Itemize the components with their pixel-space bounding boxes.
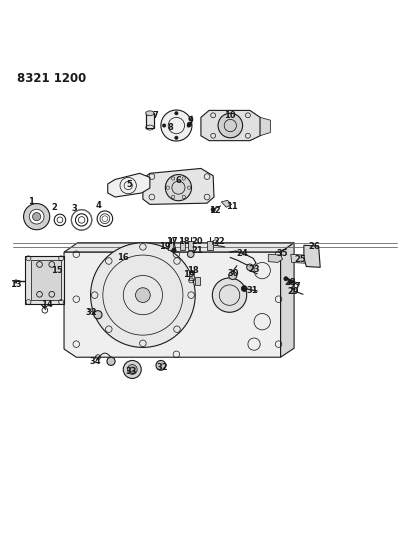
Text: 20: 20 (191, 238, 203, 246)
Text: 10: 10 (223, 111, 235, 120)
Text: 17: 17 (166, 237, 178, 246)
Text: 6: 6 (175, 176, 181, 185)
Text: 1: 1 (28, 197, 34, 206)
Text: 26: 26 (308, 243, 319, 252)
Polygon shape (200, 110, 260, 141)
Polygon shape (290, 254, 304, 263)
Circle shape (171, 248, 175, 252)
Circle shape (32, 213, 40, 221)
Circle shape (155, 360, 165, 370)
Text: 25: 25 (293, 255, 305, 264)
Polygon shape (280, 243, 293, 357)
Polygon shape (267, 254, 282, 262)
Text: 24: 24 (236, 249, 248, 258)
Text: 5: 5 (126, 180, 132, 189)
Circle shape (174, 136, 178, 140)
Circle shape (187, 124, 190, 127)
Text: 4: 4 (96, 201, 101, 209)
Text: 19: 19 (182, 270, 194, 279)
Circle shape (228, 271, 236, 280)
Text: 23: 23 (247, 265, 259, 274)
Text: 32: 32 (156, 364, 168, 373)
Polygon shape (145, 114, 153, 127)
Polygon shape (221, 200, 231, 207)
Text: 28: 28 (283, 278, 295, 287)
Polygon shape (25, 256, 64, 304)
Text: 13: 13 (10, 280, 22, 289)
Text: 34: 34 (90, 357, 101, 366)
Circle shape (174, 111, 178, 115)
Circle shape (165, 175, 191, 201)
Circle shape (241, 286, 247, 292)
Circle shape (90, 243, 195, 348)
Circle shape (218, 114, 242, 138)
Circle shape (29, 209, 44, 224)
Text: 31: 31 (245, 286, 257, 295)
Polygon shape (143, 168, 213, 204)
Text: 11: 11 (225, 201, 237, 211)
Polygon shape (303, 245, 319, 268)
Circle shape (107, 357, 115, 366)
Text: 33: 33 (126, 367, 137, 376)
Circle shape (287, 280, 291, 284)
Text: 12: 12 (209, 206, 220, 215)
Text: 14: 14 (40, 300, 52, 309)
Circle shape (283, 277, 287, 281)
Circle shape (211, 208, 215, 212)
Text: 32: 32 (85, 308, 97, 317)
Circle shape (94, 311, 102, 319)
Circle shape (187, 251, 193, 257)
Text: 35: 35 (275, 249, 287, 258)
Circle shape (212, 278, 246, 312)
Circle shape (127, 365, 137, 374)
Text: 18: 18 (187, 266, 198, 275)
Text: 2: 2 (51, 203, 56, 212)
Circle shape (187, 122, 191, 126)
Text: 9: 9 (187, 116, 193, 125)
Text: 16: 16 (116, 253, 128, 262)
Text: 29: 29 (286, 287, 298, 296)
Bar (207, 241, 213, 250)
Polygon shape (31, 261, 61, 300)
Bar (194, 277, 200, 285)
Circle shape (160, 110, 191, 141)
Circle shape (24, 204, 49, 230)
Text: 18: 18 (178, 237, 189, 246)
Bar (188, 271, 193, 280)
Circle shape (162, 124, 165, 127)
Circle shape (123, 360, 141, 378)
Text: 3: 3 (71, 204, 77, 213)
Text: 21: 21 (191, 246, 203, 255)
Text: 30: 30 (227, 269, 238, 278)
Circle shape (246, 264, 253, 271)
Text: 8321 1200: 8321 1200 (17, 72, 86, 85)
Text: 19: 19 (159, 243, 171, 252)
Polygon shape (108, 173, 149, 197)
Text: 22: 22 (213, 238, 225, 246)
Text: 15: 15 (51, 266, 63, 275)
Circle shape (135, 288, 150, 302)
Polygon shape (64, 243, 293, 252)
Text: 27: 27 (288, 282, 300, 292)
Ellipse shape (145, 111, 153, 116)
Polygon shape (260, 117, 270, 136)
Polygon shape (64, 252, 280, 357)
Bar (187, 241, 193, 250)
Text: 8: 8 (167, 123, 173, 132)
Bar (179, 241, 184, 250)
Bar (168, 242, 173, 250)
Text: 7: 7 (152, 111, 157, 120)
